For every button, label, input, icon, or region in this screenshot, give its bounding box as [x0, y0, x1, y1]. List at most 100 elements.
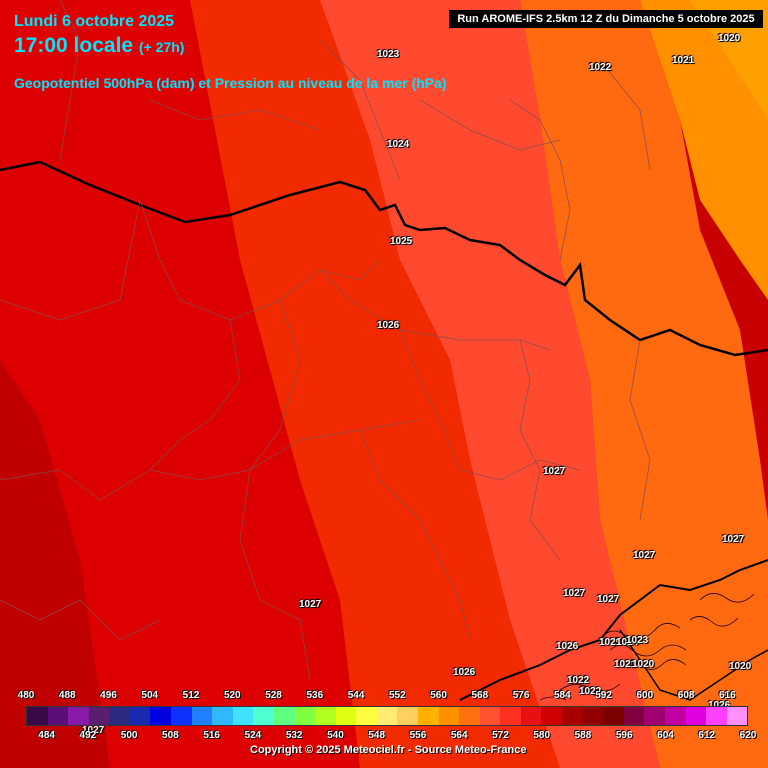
isobar-label-1021: 1021 [672, 55, 695, 66]
copyright-notice: Copyright © 2025 Meteociel.fr - Source M… [250, 744, 527, 756]
band-588-main [0, 0, 360, 768]
legend-top-label: 536 [306, 690, 324, 701]
isobar-label-1027-east: 1027 [543, 466, 566, 477]
isobar-label-1026-legend: 1026 [708, 700, 731, 711]
legend-bottom-label: 532 [285, 730, 303, 741]
legend-bottom-label: 572 [492, 730, 509, 741]
isobar-label-1027-sw: 1027 [299, 599, 322, 610]
legend-swatch [253, 707, 274, 725]
legend-top-label: 584 [553, 690, 571, 701]
legend-swatch [562, 707, 583, 725]
legend-swatch [232, 707, 254, 725]
lead-time: (+ 27h) [138, 39, 185, 55]
legend-swatch [376, 707, 398, 725]
legend-top-label: 528 [265, 690, 282, 701]
forecast-time: 17:00 locale (+ 27h) [14, 35, 184, 58]
legend-swatch [150, 707, 172, 725]
band-580 [320, 0, 660, 768]
band-568 [690, 0, 768, 120]
legend-swatch [685, 707, 707, 725]
legend-bottom-label: 580 [533, 730, 551, 741]
legend-swatch [479, 707, 501, 725]
legend-swatch [438, 707, 460, 725]
run-info: Run AROME-IFS 2.5km 12 Z du Dimanche 5 o… [449, 10, 763, 28]
legend-top-label: 496 [100, 690, 117, 701]
legend-swatch [664, 707, 686, 725]
legend-bottom-label: 548 [368, 730, 386, 741]
legend-swatch [356, 707, 377, 725]
legend-swatch [335, 707, 357, 725]
legend-top-label: 600 [636, 690, 654, 701]
legend-top-label: 544 [347, 690, 365, 701]
legend-top-label: 608 [677, 690, 695, 701]
isobar-label-1022-n: 1022 [589, 62, 612, 73]
forecast-time-label: 17:00 locale [14, 34, 134, 57]
legend-swatch [88, 707, 110, 725]
isobar-label-1025-center: 1025 [390, 236, 413, 247]
legend-bottom-label: 540 [327, 730, 344, 741]
legend-swatch [129, 707, 151, 725]
legend-swatch [273, 707, 295, 725]
isobar-label-1021-alps: 1021 [614, 659, 637, 670]
legend-bottom-label: 516 [203, 730, 220, 741]
isobar-label-1027-se1: 1027 [722, 534, 745, 545]
legend-swatch [171, 707, 192, 725]
legend-bottom-label: 484 [38, 730, 55, 741]
alps-border-2 [619, 629, 768, 701]
legend-swatch [726, 707, 748, 725]
legend-swatch [109, 707, 130, 725]
legend-bottom-label: 596 [615, 730, 633, 741]
legend-top-label: 552 [388, 690, 406, 701]
legend-swatch [417, 707, 439, 725]
band-572 [640, 0, 768, 300]
legend-swatch [603, 707, 624, 725]
isobar-label-1022-alps: 1022 [567, 675, 590, 686]
isobar-label-1025-alps: 1025 [599, 637, 622, 648]
legend-swatch [520, 707, 542, 725]
legend-top-label: 592 [595, 690, 612, 701]
isobar-label-1020-alps: 1020 [632, 659, 655, 670]
isobar-label-1027-se4: 1027 [597, 594, 620, 605]
isobar-label-1023-alps: 1023 [626, 635, 649, 646]
band-576 [520, 0, 768, 768]
legend-swatch [397, 707, 418, 725]
isobar-label-1020-ne: 1020 [718, 33, 741, 44]
isobar-label-1020-se: 1020 [729, 661, 752, 672]
band-sw-dark [0, 360, 110, 768]
legend-top-label: 504 [141, 690, 159, 701]
isobar-label-1026-center: 1026 [377, 320, 400, 331]
legend-swatch [706, 707, 727, 725]
alps-border [459, 559, 768, 701]
isobar-label-1023: 1023 [377, 49, 400, 60]
isobar-label-1026-south: 1026 [453, 667, 476, 678]
legend-swatch [541, 707, 563, 725]
legend-bottom-label: 620 [739, 730, 757, 741]
legend-top-label: 488 [58, 690, 76, 701]
isobar-label-1027-legend: 1027 [82, 725, 105, 736]
forecast-date: Lundi 6 octobre 2025 [14, 13, 175, 30]
alps-isobar-cluster [539, 593, 755, 701]
legend-swatch [47, 707, 69, 725]
legend-top-label: 616 [719, 690, 736, 701]
legend-swatch [315, 707, 336, 725]
isobar-label-1027-se2: 1027 [633, 550, 656, 561]
legend-bottom-label: 524 [244, 730, 262, 741]
legend-bottom-label: 604 [657, 730, 674, 741]
legend-top-labels: 480 488 496 504 512 520 528 536 544 552 560 568 576 5… [18, 690, 748, 704]
legend-bottom-label: 612 [698, 730, 716, 741]
legend-swatch [294, 707, 316, 725]
isobar-label-1024-alps: 1024 [616, 637, 639, 648]
legend-swatch [623, 707, 645, 725]
legend-top-label: 512 [182, 690, 200, 701]
legend-bottom-label: 588 [574, 730, 592, 741]
legend-swatch [644, 707, 665, 725]
legend-top-label: 560 [430, 690, 447, 701]
legend-top-label: 576 [512, 690, 530, 701]
legend-bottom-labels: 484 492 500 508 516 524 532 540 548 556 564 572 580 5… [26, 730, 756, 744]
isobar-label-1026-alps: 1026 [556, 641, 579, 652]
legend-bottom-label: 556 [409, 730, 427, 741]
legend-swatch [191, 707, 213, 725]
legend-swatch [459, 707, 480, 725]
